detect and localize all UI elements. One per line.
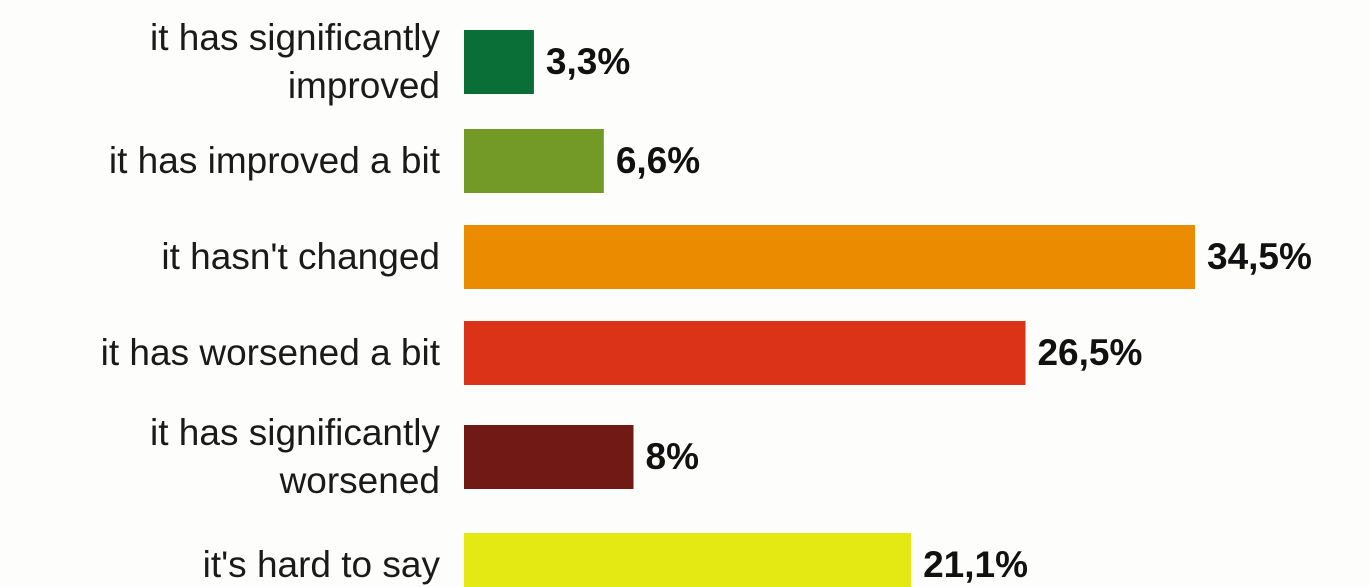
value-label: 6,6% <box>616 140 700 181</box>
category-label: it's hard to say <box>202 544 440 585</box>
category-label: it has improved a bit <box>108 140 440 181</box>
category-label: it has significantly improved <box>150 17 440 106</box>
bar <box>464 425 634 489</box>
bar <box>464 225 1195 289</box>
bar <box>464 321 1026 385</box>
category-label: it hasn't changed <box>161 236 440 277</box>
bar <box>464 129 604 193</box>
bar <box>464 533 912 587</box>
value-label: 3,3% <box>546 41 630 82</box>
value-label: 26,5% <box>1037 332 1142 373</box>
value-label: 21,1% <box>923 544 1028 585</box>
category-label: it has worsened a bit <box>100 332 440 373</box>
category-label: it has significantly worsened <box>150 412 440 501</box>
bar <box>464 30 534 94</box>
value-label: 34,5% <box>1207 236 1312 277</box>
value-label: 8% <box>646 436 699 477</box>
